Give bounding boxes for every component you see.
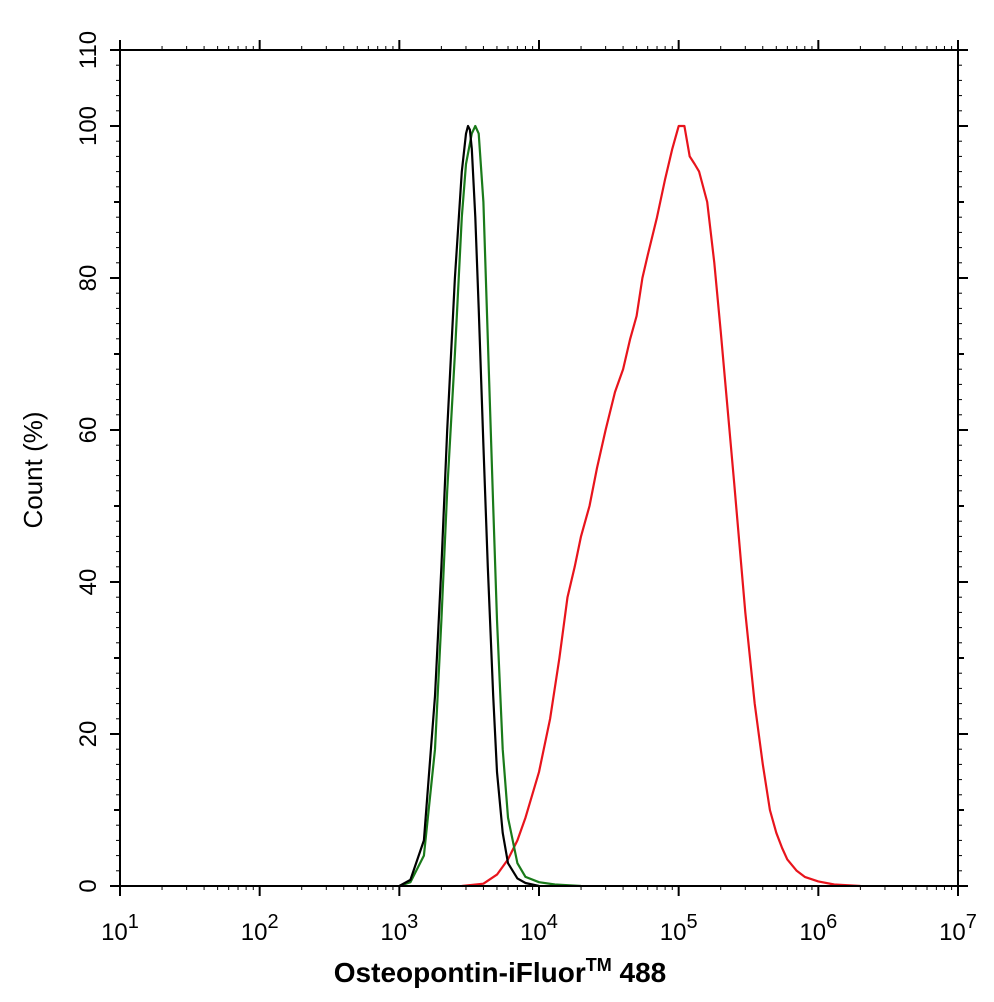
x-tick-label: 101 bbox=[101, 911, 139, 946]
x-tick-label: 104 bbox=[520, 911, 558, 946]
labels-layer: 101 102 103 104 105 106 107 0 20 40 60 80 100 110 bbox=[75, 31, 977, 946]
y-tick-label: 80 bbox=[75, 265, 102, 292]
y-tick-label: 110 bbox=[75, 31, 102, 69]
series-line-1 bbox=[461, 124, 861, 888]
x-axis-title: Osteopontin-iFluorTM 488 bbox=[334, 955, 666, 988]
y-tick-label: 20 bbox=[75, 721, 102, 748]
x-tick-label: 107 bbox=[939, 911, 977, 946]
series-line-3 bbox=[398, 124, 540, 888]
series-layer bbox=[398, 124, 861, 888]
y-tick-label: 40 bbox=[75, 569, 102, 596]
y-tick-label: 60 bbox=[75, 417, 102, 444]
y-tick-label: 100 bbox=[75, 106, 102, 146]
x-tick-label: 105 bbox=[660, 911, 698, 946]
series-line-2 bbox=[398, 124, 582, 888]
y-axis-title: Count (%) bbox=[18, 411, 48, 528]
y-tick-label: 0 bbox=[75, 879, 102, 892]
plot-frame bbox=[119, 49, 959, 887]
x-tick-label: 102 bbox=[241, 911, 279, 946]
x-tick-label: 106 bbox=[799, 911, 837, 946]
x-tick-label: 103 bbox=[380, 911, 418, 946]
ticks-layer bbox=[110, 40, 968, 896]
